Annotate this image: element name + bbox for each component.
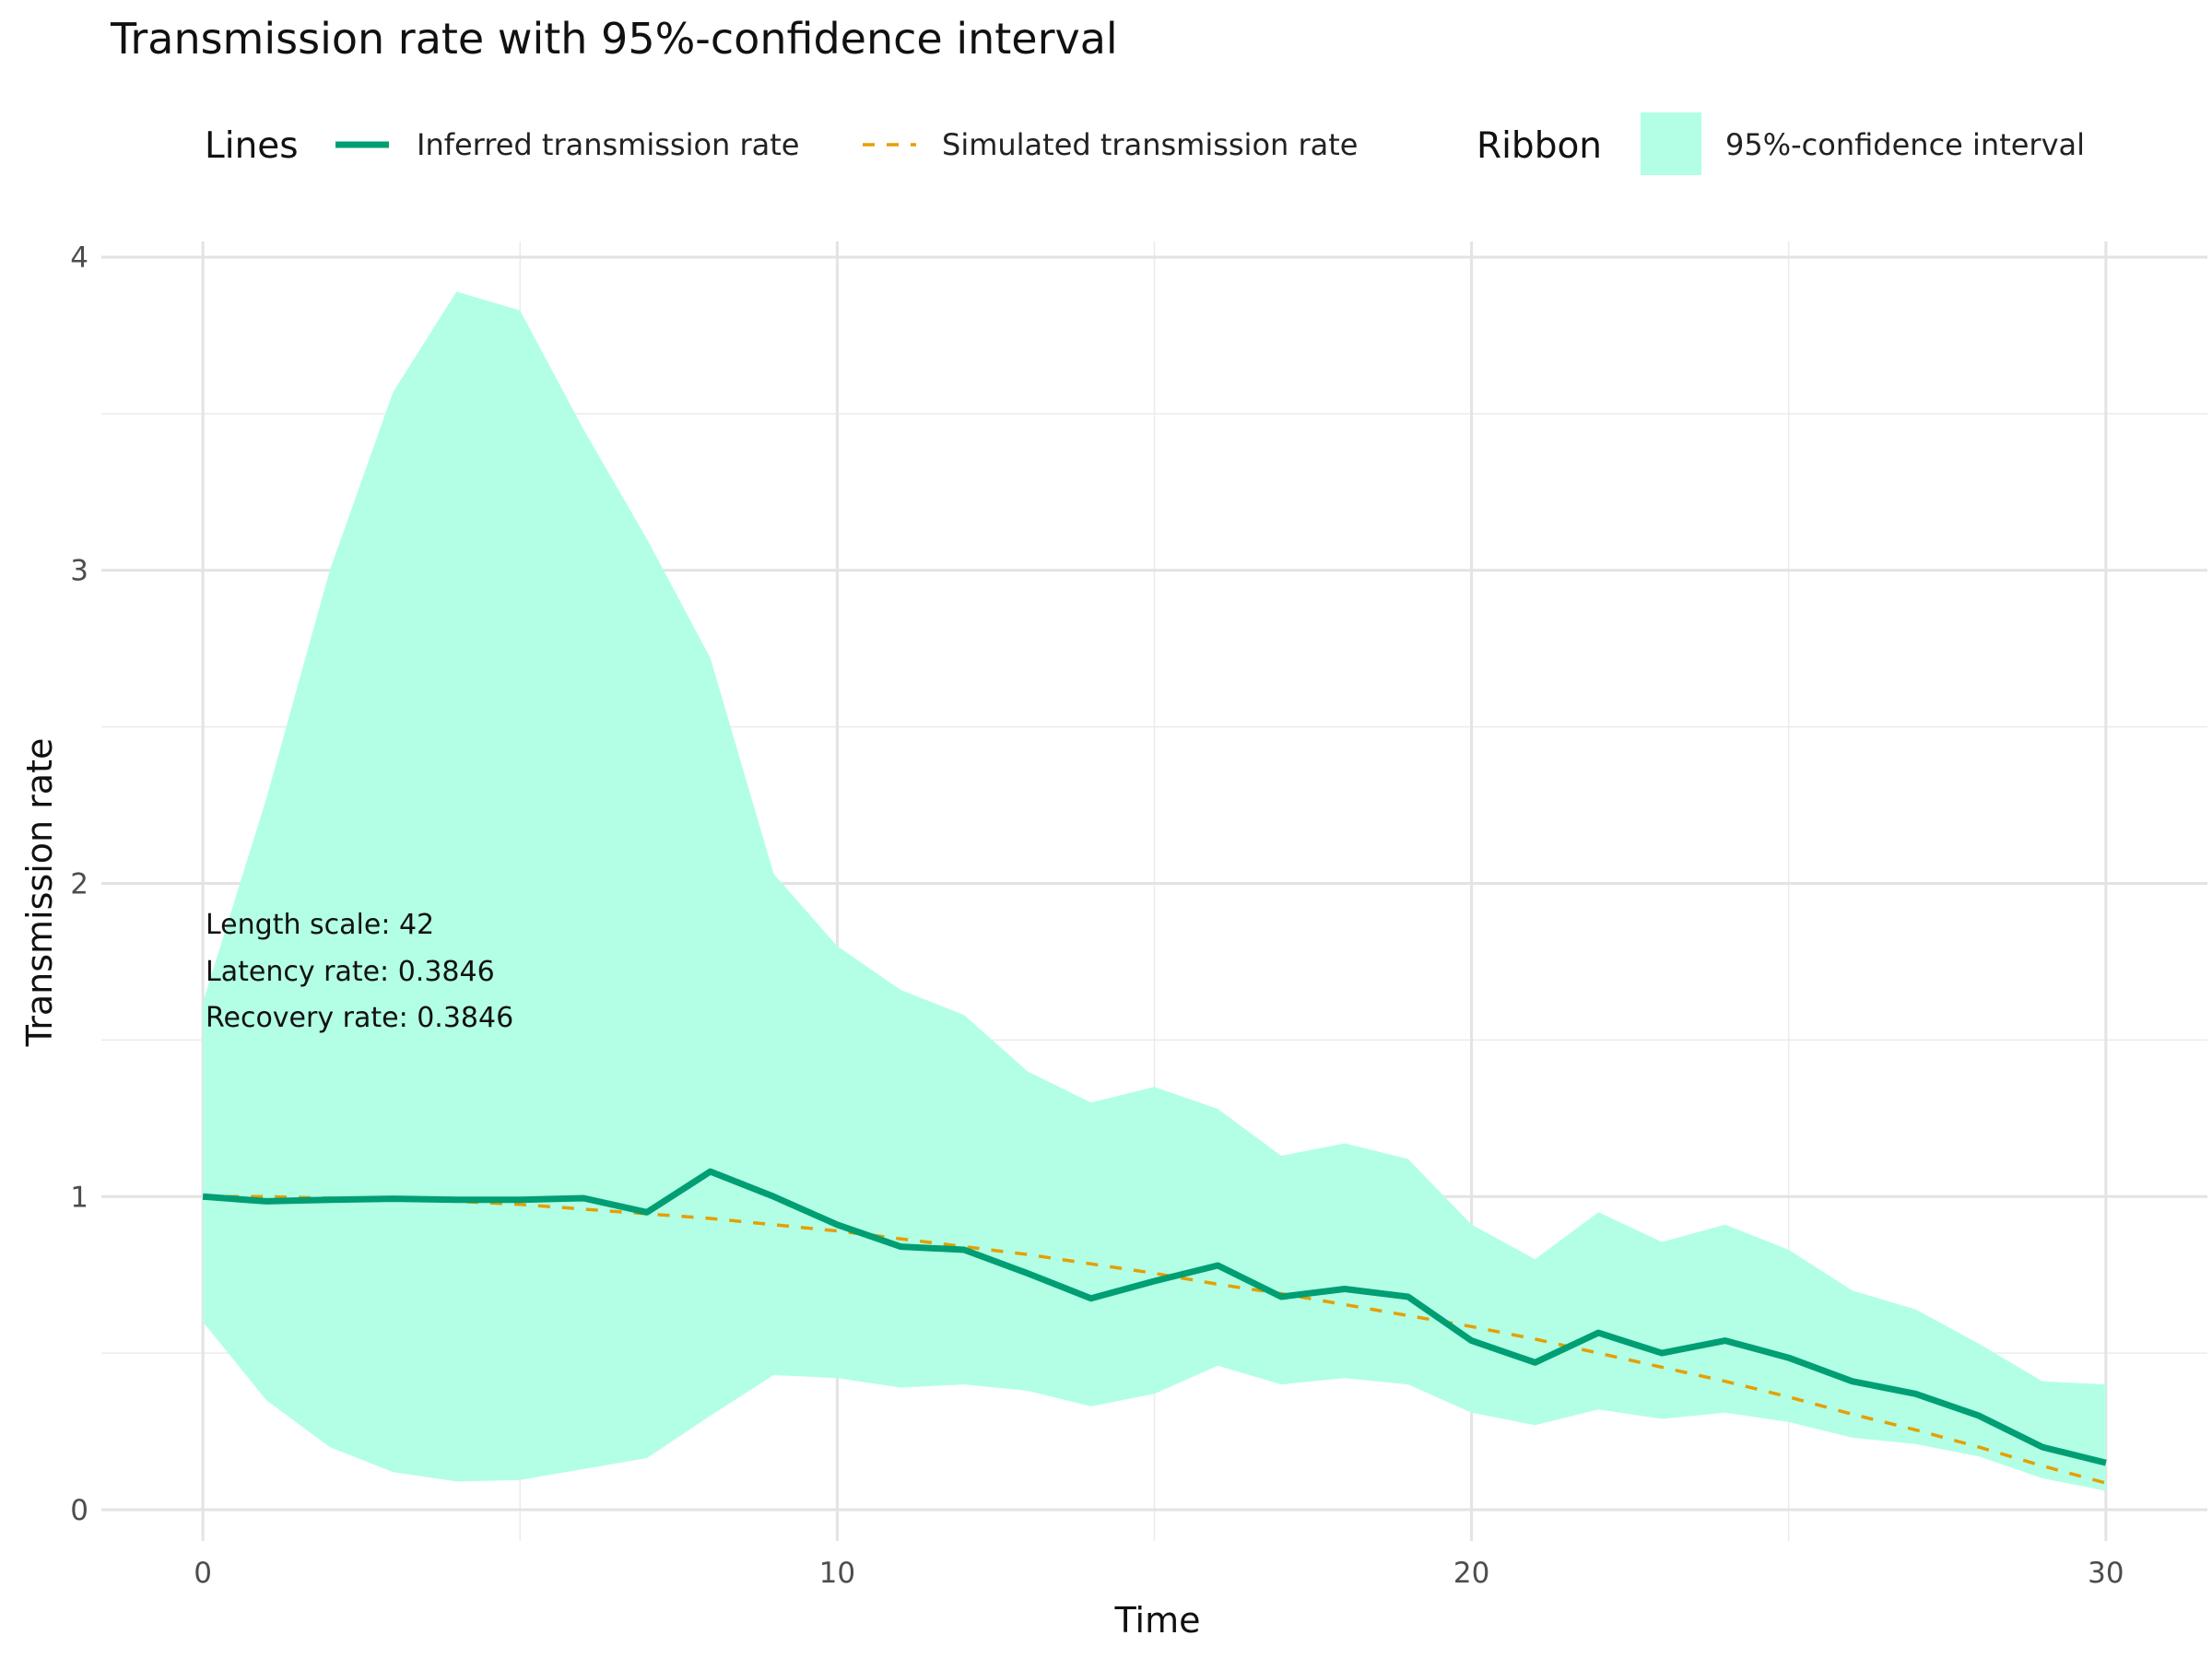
x-axis-ticks: 0 10 20 30 [194, 1557, 2124, 1590]
x-tick-label: 20 [1453, 1557, 1489, 1590]
y-tick-label: 0 [70, 1494, 88, 1527]
inferred-rate-line [202, 1168, 2107, 1466]
annotation-length-scale: Length scale: 42 [206, 909, 434, 941]
series-lines-layer [202, 1168, 2107, 1485]
x-tick-label: 0 [194, 1557, 212, 1590]
annotation-latency-rate: Latency rate: 0.3846 [206, 956, 495, 988]
annotation-box: Length scale: 42 Latency rate: 0.3846 Re… [206, 909, 513, 1034]
legend-inferred-label: Inferred transmission rate [417, 127, 799, 162]
y-axis-ticks: 0 1 2 3 4 [70, 241, 88, 1527]
simulated-rate-line [203, 1194, 2107, 1485]
legend-ribbon-label: 95%-confidence interval [1725, 127, 2085, 162]
legend: Lines Inferred transmission rate Simulat… [205, 112, 2085, 175]
x-axis-title: Time [1114, 1600, 1201, 1641]
legend-lines-title: Lines [205, 125, 299, 167]
annotation-recovery-rate: Recovery rate: 0.3846 [206, 1002, 513, 1034]
chart-title: Transmission rate with 95%-confidence in… [110, 14, 1118, 64]
y-tick-label: 2 [70, 868, 88, 901]
legend-ribbon-title: Ribbon [1477, 125, 1602, 167]
y-axis-title: Transmission rate [19, 738, 60, 1048]
x-tick-label: 10 [819, 1557, 855, 1590]
y-tick-label: 3 [70, 555, 88, 588]
y-tick-label: 1 [70, 1181, 88, 1214]
y-tick-label: 4 [70, 241, 88, 275]
legend-simulated-label: Simulated transmission rate [942, 127, 1358, 162]
x-tick-label: 30 [2088, 1557, 2124, 1590]
legend-ribbon-swatch [1641, 112, 1701, 175]
